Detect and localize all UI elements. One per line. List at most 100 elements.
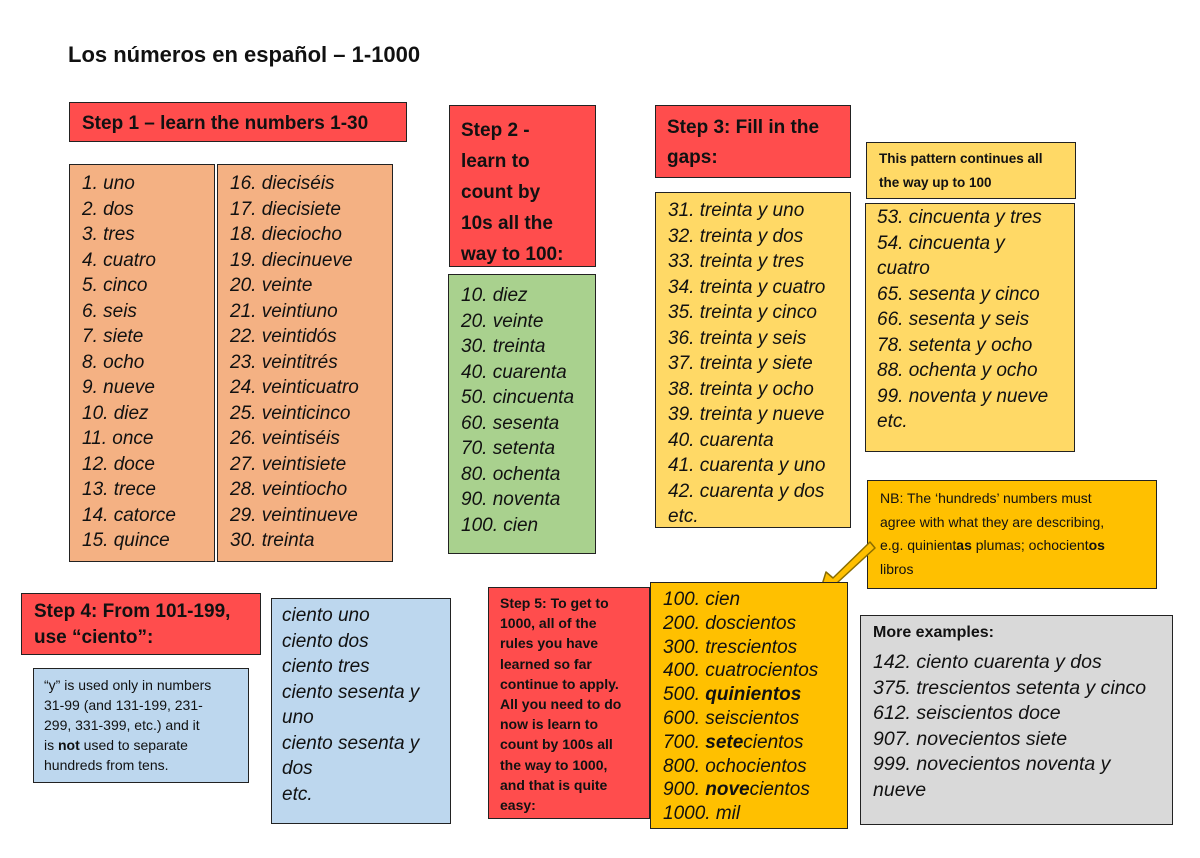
list-item: 80. ochenta <box>461 463 561 485</box>
list-item: 400. cuatrocientos <box>663 660 819 682</box>
list-item: 34. treinta y cuatro <box>668 276 826 298</box>
note-line-3: 299, 331-399, etc.) and it <box>44 717 200 733</box>
list-item: 15. quince <box>82 530 170 551</box>
note-line-4: is not used to separate <box>44 737 188 753</box>
list-item: 13. trece <box>82 479 156 500</box>
list-item: etc. <box>282 783 313 805</box>
heading-line: count by <box>461 182 541 203</box>
heading-line: All you need to do <box>500 696 622 713</box>
list-item: 35. treinta y cinco <box>668 302 817 323</box>
heading-line: and that is quite <box>500 776 608 793</box>
step3-heading: Step 3: Fill in the gaps: <box>655 105 851 178</box>
list-item: etc. <box>668 506 699 527</box>
list-item: 23. veintitrés <box>230 351 338 373</box>
heading-line: learned so far <box>500 655 592 672</box>
list-item: 70. setenta <box>461 438 556 459</box>
heading-line: count by 100s all <box>500 736 613 753</box>
more-examples: More examples: 142. ciento cuarenta y do… <box>860 615 1173 825</box>
list-item: 88. ochenta y ocho <box>877 360 1038 381</box>
note-line-5: hundreds from tens. <box>44 757 169 773</box>
list-item: 2. dos <box>82 198 134 220</box>
heading-line: Step 3: Fill in the <box>667 117 820 138</box>
nb-line-4: libros <box>880 560 914 577</box>
list-item: nueve <box>873 778 927 801</box>
list-item: 41. cuarenta y uno <box>668 455 826 476</box>
list-item: 6. seis <box>82 300 137 322</box>
heading-line: Step 5: To get to <box>500 595 609 611</box>
list-item: 4. cuatro <box>82 249 156 271</box>
list-item: 38. treinta y ocho <box>668 378 814 400</box>
nb-note: NB: The ‘hundreds’ numbers must agree wi… <box>867 480 1157 589</box>
list-item: 9. nueve <box>82 377 155 398</box>
step1-heading-text: Step 1 – learn the numbers 1-30 <box>82 113 369 134</box>
list-item: etc. <box>877 411 908 432</box>
list-item: 37. treinta y siete <box>668 353 813 374</box>
heading-line: learn to <box>461 151 530 172</box>
step4-heading: Step 4: From 101-199, use “ciento”: <box>21 593 261 655</box>
list-item: 3. tres <box>82 224 135 245</box>
step5-list: 100. cien 200. doscientos 300. trescientos… <box>650 582 848 829</box>
list-item: 90. noventa <box>461 489 561 510</box>
page-title: Los números en español – 1-1000 <box>68 42 421 67</box>
list-item: 50. cincuenta <box>461 387 575 408</box>
list-item: 11. once <box>82 428 154 449</box>
list-item: 27. veintisiete <box>230 453 347 475</box>
note-line: This pattern continues all <box>879 151 1043 166</box>
heading-line: 1000, all of the <box>500 615 597 632</box>
heading-line: gaps: <box>667 147 718 168</box>
list-item: 36. treinta y seis <box>668 327 807 349</box>
list-item: 65. sesenta y cinco <box>877 283 1040 305</box>
list-item: 60. sesenta <box>461 412 560 434</box>
list-item: 22. veintidós <box>230 326 337 347</box>
step1-heading: Step 1 – learn the numbers 1-30 <box>69 102 407 142</box>
list-item: 18. dieciocho <box>230 224 342 245</box>
step3-more-list: 53. cincuenta y tres 54. cincuenta y cuatr… <box>865 203 1075 452</box>
note-line: the way up to 100 <box>879 175 992 190</box>
list-item: 39. treinta y nueve <box>668 404 825 425</box>
list-item: 31. treinta y uno <box>668 200 805 221</box>
step1-list-2: 16. dieciséis 17. diecisiete 18. dieciocho… <box>217 164 393 562</box>
nb-line-1: NB: The ‘hundreds’ numbers must <box>880 490 1092 506</box>
heading-line: rules you have <box>500 635 599 652</box>
list-item: 700. setecientos <box>663 731 804 753</box>
list-item: 1000. mil <box>663 803 741 825</box>
list-item: 200. doscientos <box>663 612 797 634</box>
heading-line: Step 4: From 101-199, <box>34 601 231 622</box>
heading-line: easy: <box>500 797 536 814</box>
nb-line-3: e.g. quinientas plumas; ochocientos <box>880 537 1105 553</box>
heading-line: now is learn to <box>500 716 599 733</box>
heading-line: Step 2 - <box>461 120 530 141</box>
more-examples-heading: More examples: <box>873 624 994 641</box>
list-item: 21. veintiuno <box>230 300 338 322</box>
list-item: 78. setenta y ocho <box>877 334 1033 356</box>
heading-line: continue to apply. <box>500 675 619 692</box>
list-item: 10. diez <box>82 402 149 424</box>
list-item: 999. novecientos noventa y <box>873 753 1111 775</box>
list-item: 300. trescientos <box>663 636 798 658</box>
list-item: 7. siete <box>82 326 144 347</box>
list-item: uno <box>282 707 314 728</box>
list-item: 1. uno <box>82 173 135 194</box>
list-item: 612. seiscientos doce <box>873 702 1061 724</box>
list-item: cuatro <box>877 258 930 279</box>
list-item: 20. veinte <box>461 310 544 332</box>
pattern-note: This pattern continues all the way up to … <box>866 142 1076 199</box>
nb-line-2: agree with what they are describing, <box>880 513 1105 530</box>
list-item: 5. cinco <box>82 275 148 296</box>
list-item: 19. diecinueve <box>230 249 353 271</box>
list-item: 12. doce <box>82 453 155 475</box>
list-item: ciento uno <box>282 605 370 626</box>
step5-heading: Step 5: To get to 1000, all of the rules y… <box>488 587 650 819</box>
list-item: 26. veintiséis <box>230 428 340 449</box>
list-item: 14. catorce <box>82 504 176 526</box>
step3-list: 31. treinta y uno 32. treinta y dos 33. tr… <box>655 192 851 528</box>
list-item: ciento sesenta y <box>282 732 420 754</box>
list-item: 17. diecisiete <box>230 198 341 220</box>
note-line-1: “y” is used only in numbers <box>44 677 212 693</box>
list-item: 100. cien <box>461 514 539 536</box>
list-item: dos <box>282 758 313 779</box>
list-item: 30. treinta <box>230 530 315 551</box>
list-item: 10. diez <box>461 285 528 306</box>
list-item: 33. treinta y tres <box>668 251 805 272</box>
list-item: 32. treinta y dos <box>668 225 804 247</box>
